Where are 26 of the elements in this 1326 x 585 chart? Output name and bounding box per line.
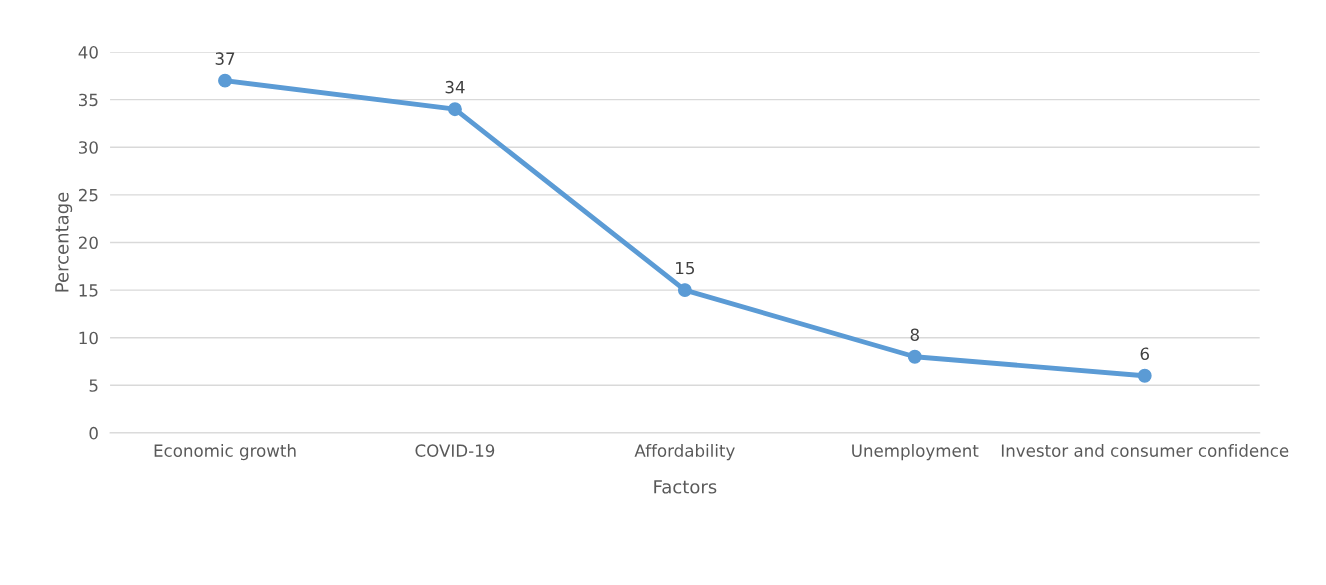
point: [677, 283, 692, 298]
data-label: 15: [676, 261, 695, 275]
data-label: 8: [910, 328, 919, 341]
y-axis-title: Percentage: [55, 192, 73, 292]
x-tick-label: COVID-19: [415, 444, 495, 457]
x-tick-label: Unemployment: [852, 444, 979, 461]
point: [448, 102, 462, 117]
point: [1137, 368, 1152, 383]
y-tick-label: 40: [78, 46, 98, 59]
data-label: 6: [1140, 347, 1149, 361]
y-tick-label: 25: [78, 188, 98, 202]
data-label: 37: [215, 52, 235, 65]
y-tick-label: 15: [79, 284, 98, 297]
x-tick-label: Affordability: [634, 444, 735, 461]
y-tick-label: 0: [89, 426, 98, 440]
y-tick-label: 35: [79, 93, 98, 107]
point: [907, 349, 922, 364]
y-tick-label: 20: [78, 236, 98, 250]
y-tick-label: 5: [89, 379, 98, 392]
x-tick-label: Investor and consumer confidence: [1001, 444, 1289, 457]
x-axis-title: Factors: [654, 480, 717, 494]
x-tick-label: Economic growth: [154, 444, 296, 461]
y-tick-label: 10: [79, 331, 98, 345]
point: [218, 73, 232, 88]
data-label: 34: [445, 80, 465, 94]
y-tick-label: 30: [79, 141, 98, 154]
